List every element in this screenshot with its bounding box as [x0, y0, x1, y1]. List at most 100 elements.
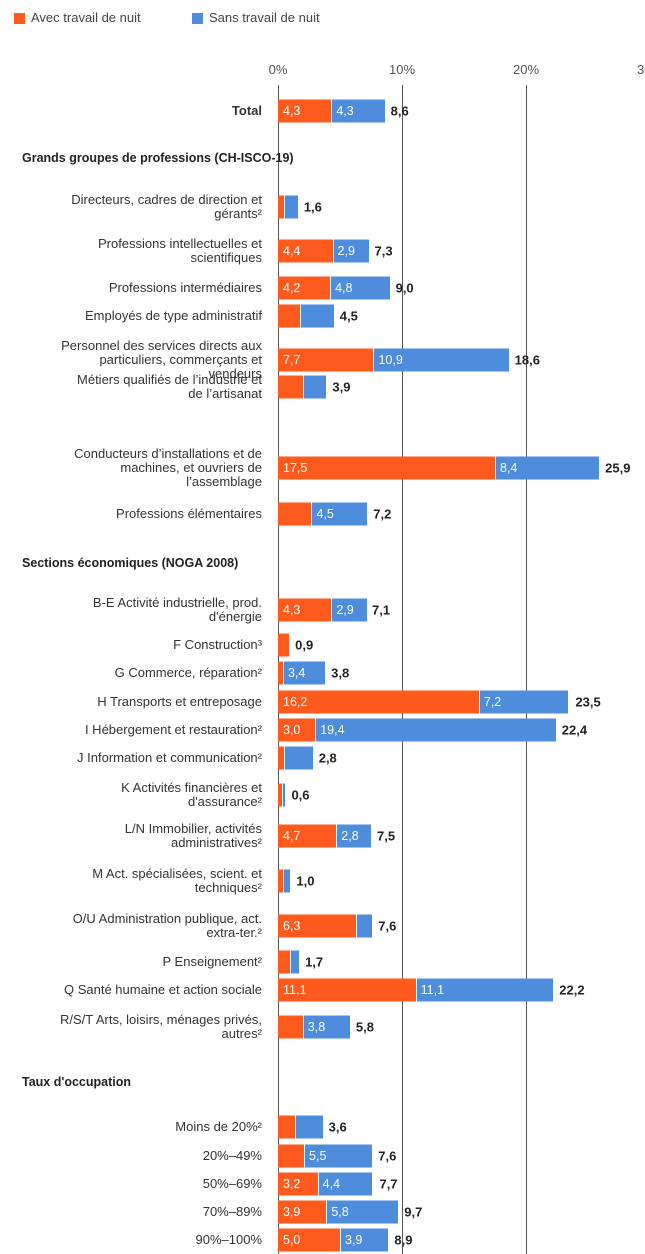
bar-segment [278, 1172, 318, 1196]
bar-segment [282, 661, 326, 685]
bar-segment [278, 950, 291, 974]
value-label: 11,1 [283, 983, 307, 997]
total-label: 18,6 [514, 352, 540, 368]
bar-segment [278, 304, 301, 328]
legend-swatch [192, 13, 203, 24]
total-label: 9,0 [395, 280, 414, 296]
value-label: 5,8 [331, 1205, 349, 1219]
value-label: 7,7 [283, 353, 301, 367]
total-label: 3,9 [332, 379, 351, 395]
value-label: 4,8 [335, 281, 353, 295]
value-label: 3,2 [283, 1177, 301, 1191]
category-label: Professions intermédiaires [108, 280, 262, 295]
value-label: 19,4 [320, 723, 345, 737]
bar-segment [282, 869, 291, 893]
bar-segment [330, 276, 390, 300]
category-label: O/U Administration publique, act. extra-… [72, 911, 262, 940]
category-label: Professions élémentaires [116, 506, 262, 521]
value-label: 4,7 [283, 829, 301, 843]
bar-segment [278, 718, 316, 742]
bar-segment [317, 1172, 373, 1196]
category-label: G Commerce, réparation² [114, 665, 262, 680]
bar-segment [300, 304, 334, 328]
total-label: 7,3 [374, 243, 393, 259]
bar-segment [278, 633, 290, 657]
value-label: 3,9 [283, 1205, 301, 1219]
category-label: Personnel des services directs aux parti… [61, 338, 262, 381]
total-label: 22,4 [561, 722, 588, 738]
legend-label: Avec travail de nuit [31, 10, 141, 25]
category-label: J Information et communication² [77, 750, 262, 765]
value-label: 11,1 [420, 983, 445, 997]
category-label: R/S/T Arts, loisirs, ménages privés, aut… [59, 1012, 262, 1041]
category-label: Total [231, 103, 262, 118]
value-label: 3,4 [287, 666, 306, 680]
total-label: 0,6 [291, 787, 310, 803]
total-label: 2,8 [318, 750, 337, 766]
bar-segment [278, 99, 332, 123]
bar-segment [290, 950, 300, 974]
bar-segment [278, 824, 337, 848]
total-label: 7,7 [379, 1176, 398, 1192]
category-label: P Enseignement² [162, 954, 263, 969]
x-tick-label: 20% [512, 62, 540, 77]
total-label: 7,1 [372, 602, 391, 618]
value-label: 17,5 [283, 461, 308, 475]
bar-segment [278, 502, 312, 526]
value-label: 4,3 [283, 104, 301, 118]
x-tick-label: 30% [636, 62, 645, 77]
legend-swatch [14, 13, 25, 24]
bar-segment [278, 276, 331, 300]
value-label: 2,9 [336, 603, 354, 617]
section-title: Taux d'occupation [22, 1075, 131, 1089]
total-label: 8,9 [394, 1232, 413, 1248]
category-label: 90%–100% [195, 1232, 263, 1247]
category-label: B-E Activité industrielle, prod. d'énerg… [92, 595, 262, 624]
category-label: 70%–89% [202, 1204, 262, 1219]
bar-segment [331, 598, 368, 622]
bar-segment [278, 1115, 296, 1139]
grid-line [402, 85, 403, 1254]
value-label: 3,0 [283, 723, 301, 737]
category-label: Q Santé humaine et action sociale [63, 982, 262, 997]
grid-line [526, 85, 527, 1254]
total-label: 3,8 [331, 665, 350, 681]
bar-segment [278, 598, 332, 622]
bar-segment [278, 1228, 340, 1252]
value-label: 4,5 [316, 507, 334, 521]
bar-segment [278, 1200, 327, 1224]
x-tick-label: 0% [268, 62, 288, 77]
bar-segment [278, 195, 285, 219]
bar-segment [295, 1115, 323, 1139]
value-label: 6,3 [283, 919, 301, 933]
bar-segment [302, 375, 327, 399]
bar-segment [278, 869, 283, 893]
category-label: Conducteurs d’installations et de machin… [74, 446, 262, 489]
bar-segment [284, 746, 313, 770]
legend-label: Sans travail de nuit [209, 10, 320, 25]
total-label: 7,6 [378, 918, 397, 934]
value-label: 7,2 [483, 695, 502, 709]
value-label: 5,0 [283, 1233, 301, 1247]
value-label: 4,4 [283, 244, 301, 258]
total-label: 7,2 [373, 506, 392, 522]
category-label: Directeurs, cadres de direction et géran… [71, 192, 262, 221]
bar-segment [278, 348, 374, 372]
category-label: L/N Immobilier, activités administrative… [124, 821, 262, 850]
value-label: 10,9 [378, 353, 403, 367]
bar-segment [302, 1015, 350, 1039]
bar-segment [373, 348, 509, 372]
total-label: 0,9 [295, 637, 314, 653]
category-label: 20%–49% [202, 1148, 262, 1163]
bar-segment [278, 456, 495, 480]
value-label: 4,3 [283, 603, 301, 617]
bar-segment [415, 978, 554, 1002]
bar-segment [278, 914, 357, 938]
bar-segment [340, 1228, 389, 1252]
total-label: 7,5 [377, 828, 396, 844]
bar-segment [315, 718, 556, 742]
section-title: Sections économiques (NOGA 2008) [22, 556, 239, 570]
category-label: Professions intellectuelles et scientifi… [97, 236, 262, 265]
bar-segment [284, 195, 298, 219]
category-label: I Hébergement et restauration² [84, 722, 262, 737]
